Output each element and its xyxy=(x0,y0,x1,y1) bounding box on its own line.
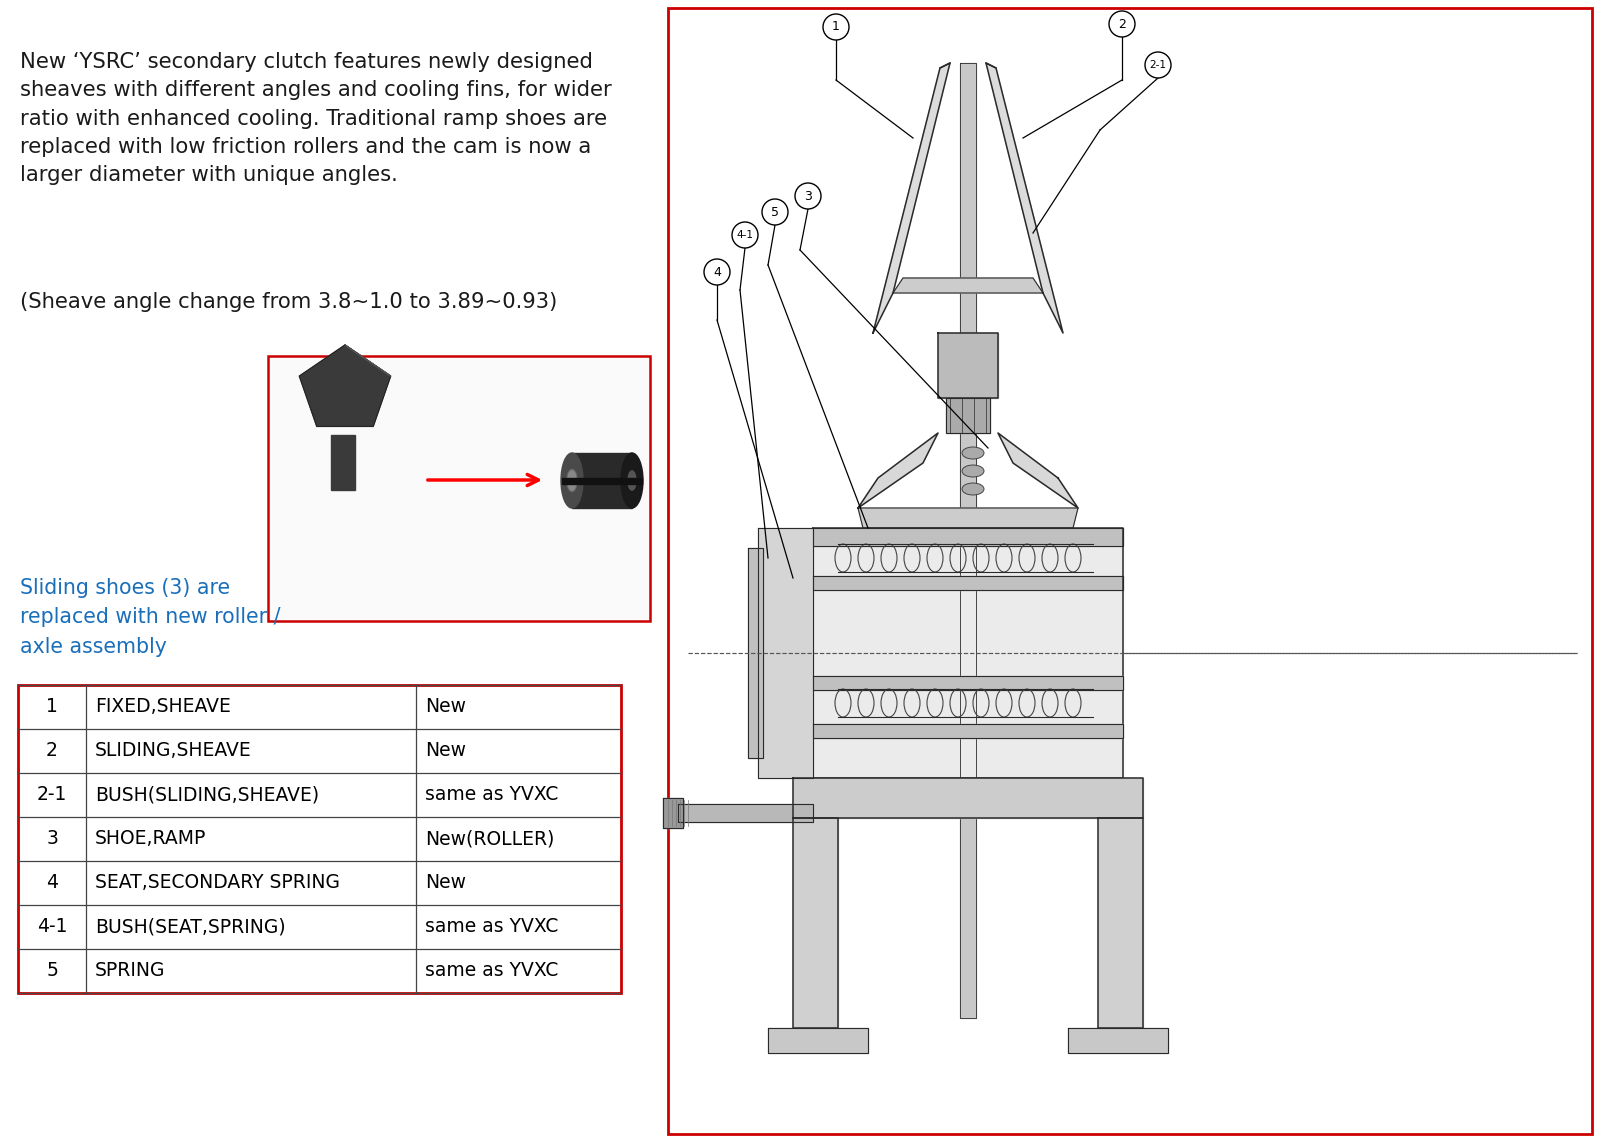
Text: New: New xyxy=(425,742,465,761)
Ellipse shape xyxy=(561,453,584,508)
Circle shape xyxy=(823,14,849,40)
Polygon shape xyxy=(664,798,683,828)
Text: New(ROLLER): New(ROLLER) xyxy=(425,830,555,849)
Text: 2: 2 xyxy=(46,742,58,761)
Text: 3: 3 xyxy=(804,189,812,202)
Ellipse shape xyxy=(963,466,983,477)
Circle shape xyxy=(795,183,820,209)
Text: (Sheave angle change from 3.8~1.0 to 3.89~0.93): (Sheave angle change from 3.8~1.0 to 3.8… xyxy=(21,292,558,311)
Text: SHOE,RAMP: SHOE,RAMP xyxy=(94,830,206,849)
Polygon shape xyxy=(998,432,1078,508)
Polygon shape xyxy=(793,818,838,1028)
Text: 1: 1 xyxy=(46,697,58,717)
Polygon shape xyxy=(345,345,390,377)
Polygon shape xyxy=(892,278,1043,293)
Polygon shape xyxy=(812,576,1122,590)
Text: FIXED,SHEAVE: FIXED,SHEAVE xyxy=(94,697,230,717)
Text: SPRING: SPRING xyxy=(94,962,166,980)
Polygon shape xyxy=(812,528,1122,778)
Text: same as YVXC: same as YVXC xyxy=(425,785,558,804)
Text: New: New xyxy=(425,697,465,717)
Ellipse shape xyxy=(628,471,636,491)
Ellipse shape xyxy=(568,469,577,492)
Bar xyxy=(668,8,1593,1134)
Polygon shape xyxy=(758,528,812,778)
Ellipse shape xyxy=(568,471,576,491)
Polygon shape xyxy=(748,548,763,758)
Text: SEAT,SECONDARY SPRING: SEAT,SECONDARY SPRING xyxy=(94,874,341,892)
Polygon shape xyxy=(793,778,1143,818)
Polygon shape xyxy=(331,435,355,489)
Text: 3: 3 xyxy=(46,830,58,849)
Polygon shape xyxy=(678,804,812,822)
Text: Sliding shoes (3) are
replaced with new roller /
axle assembly: Sliding shoes (3) are replaced with new … xyxy=(21,578,280,656)
Text: same as YVXC: same as YVXC xyxy=(425,917,558,937)
Polygon shape xyxy=(859,432,939,508)
Polygon shape xyxy=(1068,1028,1167,1053)
Polygon shape xyxy=(812,675,1122,690)
Circle shape xyxy=(732,222,758,248)
Text: 2-1: 2-1 xyxy=(37,785,67,804)
Text: BUSH(SEAT,SPRING): BUSH(SEAT,SPRING) xyxy=(94,917,286,937)
Polygon shape xyxy=(939,333,998,398)
Polygon shape xyxy=(987,63,1063,333)
Text: New ‘YSRC’ secondary clutch features newly designed
sheaves with different angle: New ‘YSRC’ secondary clutch features new… xyxy=(21,52,612,185)
Polygon shape xyxy=(812,528,1122,547)
Ellipse shape xyxy=(963,483,983,495)
Ellipse shape xyxy=(620,453,643,508)
Polygon shape xyxy=(873,63,950,333)
Text: 2: 2 xyxy=(1118,17,1126,31)
Text: New: New xyxy=(425,874,465,892)
Polygon shape xyxy=(1099,818,1143,1028)
Bar xyxy=(269,356,651,621)
Polygon shape xyxy=(299,345,390,427)
Text: 5: 5 xyxy=(771,205,779,218)
Circle shape xyxy=(763,199,788,225)
Text: 4-1: 4-1 xyxy=(737,230,753,240)
Polygon shape xyxy=(572,453,632,508)
Text: 1: 1 xyxy=(831,21,839,33)
Circle shape xyxy=(704,259,731,285)
Text: same as YVXC: same as YVXC xyxy=(425,962,558,980)
Text: 4: 4 xyxy=(46,874,58,892)
Ellipse shape xyxy=(963,447,983,459)
Text: 4: 4 xyxy=(713,266,721,278)
Polygon shape xyxy=(947,398,990,432)
Bar xyxy=(18,685,620,993)
Text: 2-1: 2-1 xyxy=(1150,60,1167,70)
Circle shape xyxy=(1110,11,1135,37)
Circle shape xyxy=(1145,52,1170,78)
Text: 4-1: 4-1 xyxy=(37,917,67,937)
Polygon shape xyxy=(561,477,643,484)
Polygon shape xyxy=(859,508,1078,528)
Text: SLIDING,SHEAVE: SLIDING,SHEAVE xyxy=(94,742,251,761)
Polygon shape xyxy=(812,725,1122,738)
Polygon shape xyxy=(768,1028,868,1053)
Text: BUSH(SLIDING,SHEAVE): BUSH(SLIDING,SHEAVE) xyxy=(94,785,320,804)
Polygon shape xyxy=(959,63,975,1018)
Text: 5: 5 xyxy=(46,962,58,980)
